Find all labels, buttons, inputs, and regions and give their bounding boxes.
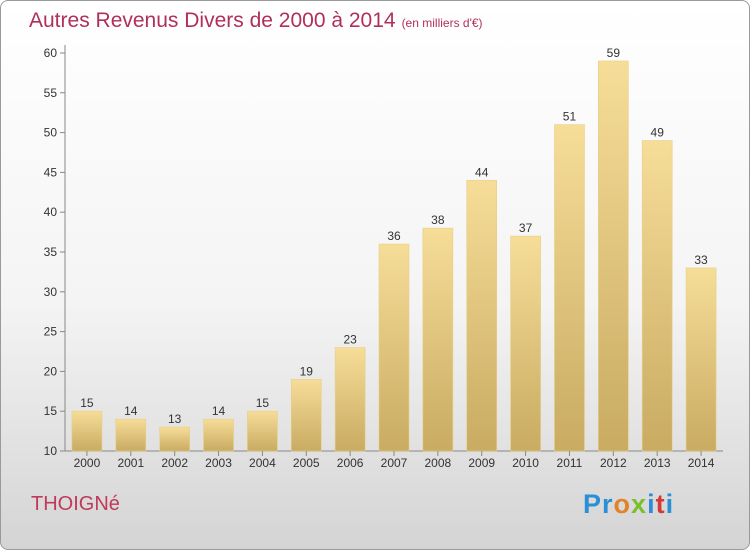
x-tick-label: 2000 [74, 456, 101, 470]
bar-value-label: 14 [212, 404, 226, 418]
bar-value-label: 15 [256, 396, 270, 410]
x-tick-label: 2011 [557, 456, 583, 470]
bar-value-label: 23 [343, 333, 357, 347]
x-tick-label: 2002 [161, 456, 188, 470]
y-tick-label: 50 [44, 126, 58, 140]
logo-letter: o [613, 489, 632, 519]
logo-letter: i [665, 489, 675, 519]
x-tick-label: 2007 [381, 456, 408, 470]
x-tick-label: 2006 [337, 456, 364, 470]
bar-value-label: 44 [475, 165, 489, 179]
y-tick-label: 45 [44, 165, 58, 179]
bar [159, 426, 190, 452]
bar-value-label: 59 [607, 46, 621, 60]
x-tick-label: 2004 [249, 456, 276, 470]
logo-letter: i [647, 489, 656, 519]
bar [378, 243, 410, 452]
x-tick-label: 2008 [425, 456, 452, 470]
bar-value-label: 51 [563, 110, 577, 124]
bar [422, 227, 454, 452]
bar-value-label: 15 [80, 396, 94, 410]
place-name: THOIGNé [31, 493, 120, 515]
logo-letter: r [602, 489, 614, 519]
y-tick-label: 30 [44, 285, 58, 299]
x-tick-label: 2014 [688, 456, 715, 470]
y-tick-label: 55 [44, 86, 58, 100]
x-tick-label: 2009 [468, 456, 495, 470]
x-tick-label: 2005 [293, 456, 320, 470]
bar [685, 267, 717, 452]
bar-value-label: 13 [168, 412, 182, 426]
bar [554, 124, 585, 452]
x-tick-label: 2010 [512, 456, 539, 470]
x-tick-label: 2013 [644, 456, 671, 470]
bar-value-label: 36 [387, 229, 401, 243]
bar [641, 140, 673, 452]
chart-title: Autres Revenus Divers de 2000 à 2014 [29, 9, 396, 32]
chart-title-block: Autres Revenus Divers de 2000 à 2014 (en … [29, 9, 483, 33]
bar [510, 235, 541, 452]
bar [598, 60, 629, 452]
chart-unit-note: (en milliers d'€) [401, 16, 483, 30]
y-tick-label: 40 [44, 205, 58, 219]
proxiti-logo: Proxiti [583, 489, 674, 520]
y-tick-label: 15 [44, 404, 58, 418]
bar-value-label: 38 [431, 213, 445, 227]
y-tick-label: 60 [44, 46, 58, 60]
bar [290, 379, 322, 452]
logo-letter: t [655, 489, 666, 519]
bar [247, 410, 278, 452]
bar [71, 410, 103, 452]
bar-value-label: 33 [694, 253, 708, 267]
y-tick-label: 25 [44, 325, 58, 339]
bar-value-label: 19 [300, 364, 314, 378]
bar-value-label: 49 [651, 126, 665, 140]
x-tick-label: 2003 [205, 456, 232, 470]
logo-letter: P [583, 489, 603, 519]
bar-value-label: 14 [124, 404, 138, 418]
bar [334, 347, 366, 452]
x-tick-label: 2001 [117, 456, 144, 470]
x-tick-label: 2012 [600, 456, 627, 470]
bar [115, 418, 147, 452]
y-tick-label: 10 [44, 444, 58, 458]
y-tick-label: 20 [44, 364, 58, 378]
y-tick-label: 35 [44, 245, 58, 259]
bar [466, 180, 498, 452]
bar-value-label: 37 [519, 221, 533, 235]
logo-letter: x [631, 489, 648, 519]
bar [203, 418, 234, 452]
